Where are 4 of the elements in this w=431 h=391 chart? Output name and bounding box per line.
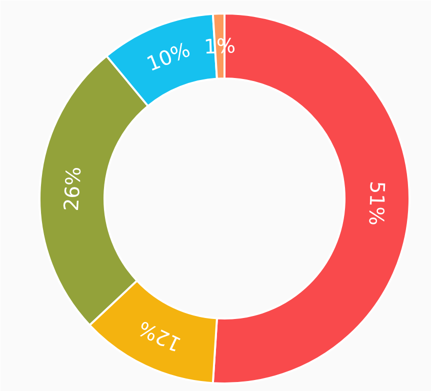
data-label: 26% — [58, 166, 86, 212]
data-label: 10% — [143, 37, 194, 76]
data-label: 12% — [134, 316, 185, 357]
data-label: 51% — [364, 180, 390, 226]
